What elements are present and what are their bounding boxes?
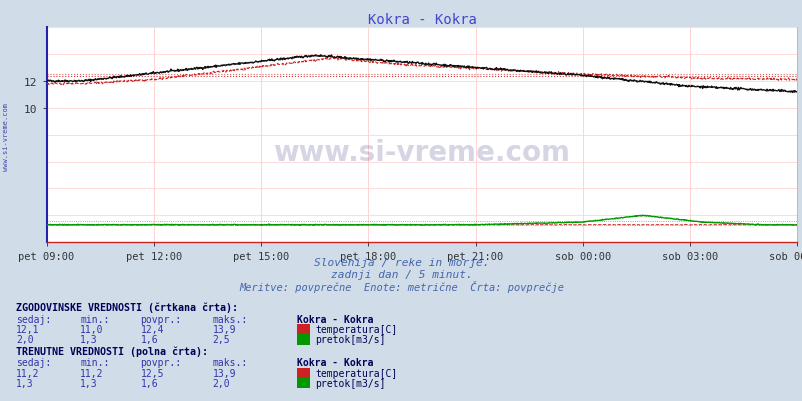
Text: min.:: min.:	[80, 357, 110, 367]
Text: Kokra - Kokra: Kokra - Kokra	[297, 357, 373, 367]
Text: Slovenija / reke in morje.: Slovenija / reke in morje.	[314, 258, 488, 267]
Text: 12,4: 12,4	[140, 325, 164, 334]
Text: sedaj:: sedaj:	[16, 357, 51, 367]
Text: 12,5: 12,5	[140, 368, 164, 378]
Text: povpr.:: povpr.:	[140, 357, 181, 367]
Text: zadnji dan / 5 minut.: zadnji dan / 5 minut.	[330, 270, 472, 279]
Text: temperatura[C]: temperatura[C]	[315, 368, 397, 378]
Text: 2,5: 2,5	[213, 335, 230, 344]
Text: 13,9: 13,9	[213, 325, 236, 334]
Text: 1,3: 1,3	[16, 378, 34, 388]
Text: 1,3: 1,3	[80, 335, 98, 344]
Text: 11,2: 11,2	[16, 368, 39, 378]
Text: 11,0: 11,0	[80, 325, 103, 334]
Text: min.:: min.:	[80, 314, 110, 324]
Text: Kokra - Kokra: Kokra - Kokra	[297, 314, 373, 324]
Text: www.si-vreme.com: www.si-vreme.com	[273, 138, 569, 166]
Text: ZGODOVINSKE VREDNOSTI (črtkana črta):: ZGODOVINSKE VREDNOSTI (črtkana črta):	[16, 302, 237, 312]
Text: pretok[m3/s]: pretok[m3/s]	[315, 378, 386, 388]
Text: TRENUTNE VREDNOSTI (polna črta):: TRENUTNE VREDNOSTI (polna črta):	[16, 346, 208, 356]
Text: povpr.:: povpr.:	[140, 314, 181, 324]
Text: temperatura[C]: temperatura[C]	[315, 325, 397, 334]
Text: maks.:: maks.:	[213, 357, 248, 367]
Text: 12,1: 12,1	[16, 325, 39, 334]
Text: 11,2: 11,2	[80, 368, 103, 378]
Text: 1,3: 1,3	[80, 378, 98, 388]
Text: www.si-vreme.com: www.si-vreme.com	[2, 102, 9, 170]
Text: pretok[m3/s]: pretok[m3/s]	[315, 335, 386, 344]
Text: 2,0: 2,0	[213, 378, 230, 388]
Text: sedaj:: sedaj:	[16, 314, 51, 324]
Text: 1,6: 1,6	[140, 335, 158, 344]
Text: Meritve: povprečne  Enote: metrične  Črta: povprečje: Meritve: povprečne Enote: metrične Črta:…	[239, 281, 563, 293]
Text: 1,6: 1,6	[140, 378, 158, 388]
Title: Kokra - Kokra: Kokra - Kokra	[367, 13, 476, 27]
Text: 2,0: 2,0	[16, 335, 34, 344]
Text: 13,9: 13,9	[213, 368, 236, 378]
Text: maks.:: maks.:	[213, 314, 248, 324]
